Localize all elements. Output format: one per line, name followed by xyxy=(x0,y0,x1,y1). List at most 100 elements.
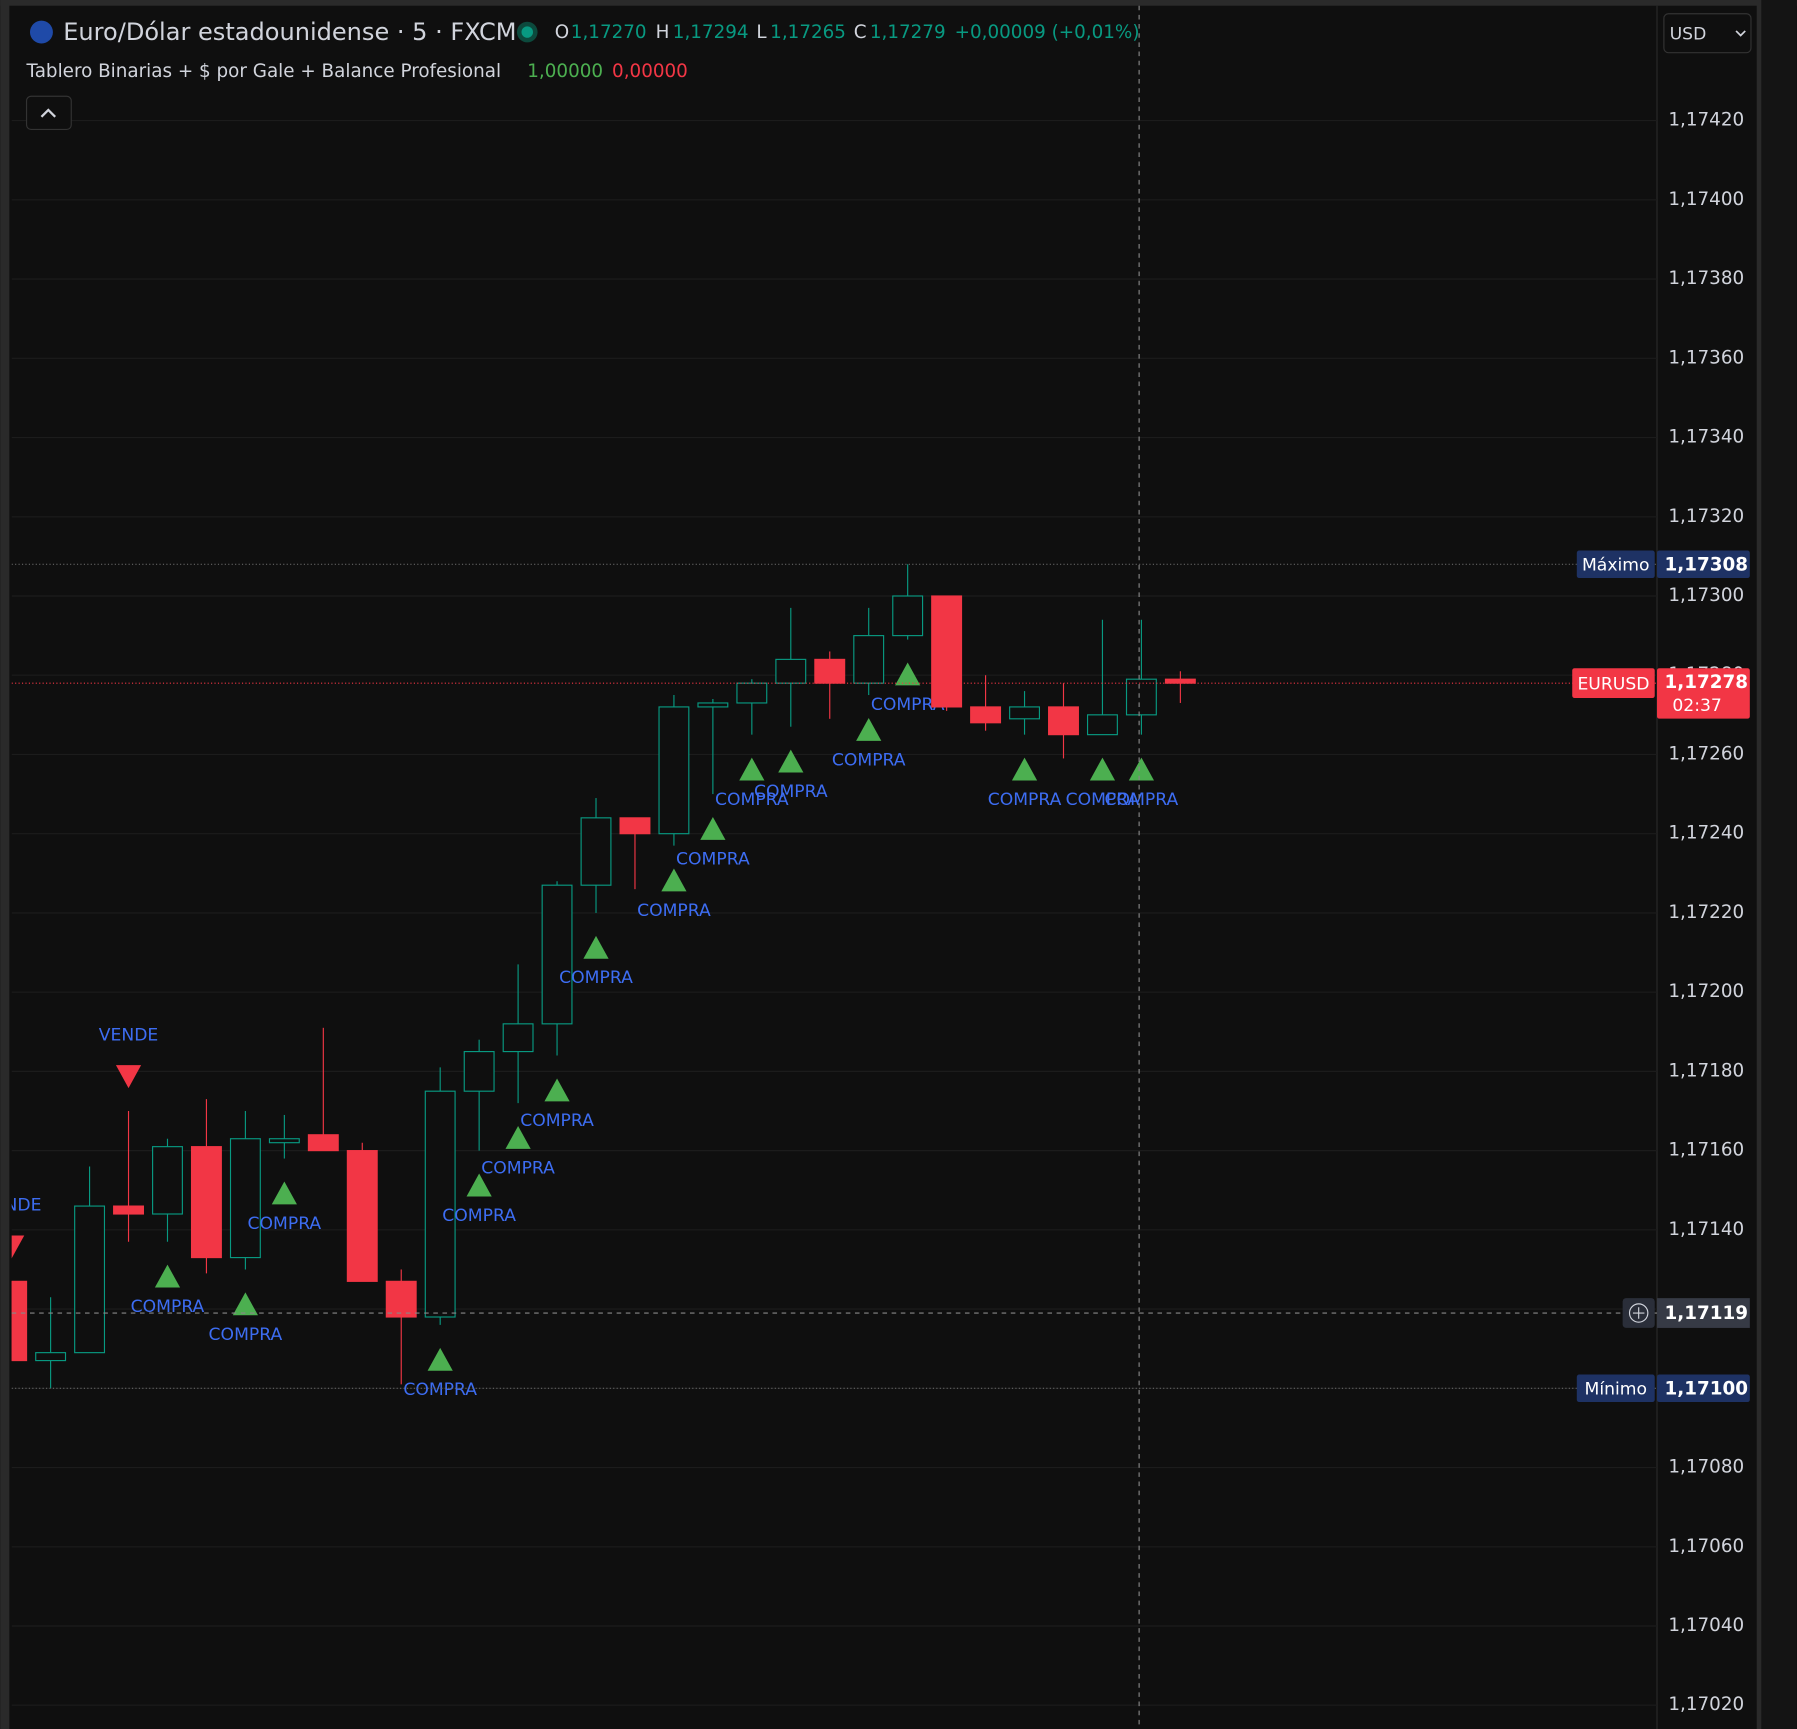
crosshair-value-tag xyxy=(1657,1298,1750,1328)
collapse-icon xyxy=(40,108,57,118)
signal-label: COMPRA xyxy=(1066,790,1140,810)
buy-signal xyxy=(583,935,609,959)
candle-body xyxy=(307,1134,339,1152)
chart-title: Euro/Dólar estadounidense · 5 · FXCM xyxy=(63,18,516,46)
buy-signal xyxy=(1128,757,1155,781)
buy-signal xyxy=(154,1264,181,1288)
indicator-name: Tablero Binarias + $ por Gale + Balance … xyxy=(26,61,502,82)
buy-signal xyxy=(1089,757,1116,781)
signal-label: COMPRA xyxy=(754,782,828,802)
signal-label: COMPRA xyxy=(403,1380,477,1400)
ohlc-letter: L xyxy=(756,22,767,43)
indicator-value: 1,00000 xyxy=(527,61,603,82)
signal-label: COMPRA xyxy=(988,790,1062,810)
candle-body xyxy=(697,702,729,708)
buy-signal xyxy=(895,662,921,686)
y-tick-label: 1,17260 xyxy=(1668,743,1744,764)
ohlc-value: 1,17270 xyxy=(571,22,647,43)
level-value: 1,17308 xyxy=(1665,554,1748,575)
level-value-tag xyxy=(1657,1374,1750,1403)
buy-signal xyxy=(1011,757,1038,781)
y-tick-label: 1,17040 xyxy=(1668,1615,1744,1636)
signal-label: VENDE xyxy=(0,1196,41,1216)
candle-body xyxy=(424,1090,456,1318)
ohlc-value: 1,17265 xyxy=(770,22,846,43)
signal-label: COMPRA xyxy=(209,1325,283,1345)
signal-label: COMPRA xyxy=(131,1297,205,1317)
signal-label: VENDE xyxy=(99,1025,159,1045)
crosshair-add-icon xyxy=(1632,1307,1645,1319)
currency-label: USD xyxy=(1670,24,1707,44)
ohlc-value: 1,17294 xyxy=(673,22,749,43)
level-value-tag xyxy=(1657,550,1750,579)
y-tick-label: 1,17380 xyxy=(1668,268,1744,289)
signal-label: COMPRA xyxy=(676,849,750,869)
level-name: Mínimo xyxy=(1585,1379,1647,1399)
candle-body xyxy=(190,1146,222,1259)
candle-body xyxy=(11,1280,28,1362)
candle-body xyxy=(1048,706,1079,736)
buy-signal xyxy=(544,1078,570,1102)
y-tick-label: 1,17160 xyxy=(1668,1140,1744,1161)
candle-body xyxy=(619,817,651,835)
candle-body xyxy=(892,595,924,637)
market-status-dot xyxy=(521,26,533,38)
y-tick-label: 1,17080 xyxy=(1668,1457,1744,1478)
y-tick-label: 1,17420 xyxy=(1668,110,1744,131)
signal-label: COMPRA xyxy=(248,1214,322,1234)
candle-body xyxy=(736,682,768,704)
candle-body xyxy=(1086,714,1118,736)
right-toolbar[interactable] xyxy=(1758,0,1797,1729)
y-tick-label: 1,17200 xyxy=(1668,981,1744,1002)
candle-body xyxy=(775,658,807,684)
buy-signal xyxy=(856,717,882,741)
ohlc-letter: O xyxy=(555,22,569,43)
sell-signal xyxy=(115,1065,142,1089)
symbol-tag xyxy=(1572,668,1655,699)
candle-body xyxy=(385,1280,417,1318)
currency-select[interactable] xyxy=(1663,13,1752,54)
candle-body xyxy=(502,1023,534,1053)
sell-signal xyxy=(11,1235,25,1259)
y-tick-label: 1,17140 xyxy=(1668,1219,1744,1240)
signal-label: COMPRA xyxy=(442,1206,516,1226)
y-tick-label: 1,17300 xyxy=(1668,585,1744,606)
signal-label: COMPRA xyxy=(832,750,906,770)
last-price-tag xyxy=(1657,668,1750,719)
y-tick-label: 1,17240 xyxy=(1668,823,1744,844)
crosshair-add-icon xyxy=(1628,1303,1649,1323)
y-tick-label: 1,17060 xyxy=(1668,1536,1744,1557)
candle-body xyxy=(580,817,612,886)
last-price-value: 1,17278 xyxy=(1665,672,1748,693)
collapse-button[interactable] xyxy=(25,95,72,131)
candle-body xyxy=(35,1352,67,1362)
candle-body xyxy=(152,1146,183,1215)
buy-signal xyxy=(271,1181,297,1205)
buy-signal xyxy=(739,757,765,781)
indicator-value: 0,00000 xyxy=(612,61,688,82)
signal-label: COMPRA xyxy=(871,695,945,715)
candle-body xyxy=(463,1051,495,1092)
buy-signal xyxy=(466,1173,492,1197)
buy-signal xyxy=(427,1347,453,1371)
price-change: +0,00009 (+0,01%) xyxy=(955,22,1140,43)
y-tick-label: 1,17360 xyxy=(1668,347,1744,368)
crosshair-value: 1,17119 xyxy=(1665,1303,1748,1324)
symbol-flag xyxy=(29,20,53,44)
candle-body xyxy=(658,706,690,835)
signal-label: COMPRA xyxy=(637,901,711,921)
candle-body xyxy=(970,706,1002,724)
ohlc-letter: C xyxy=(854,22,867,43)
candle-body xyxy=(1164,678,1196,684)
y-tick-label: 1,17180 xyxy=(1668,1060,1744,1081)
signal-label: COMPRA xyxy=(715,790,789,810)
y-tick-label: 1,17320 xyxy=(1668,506,1744,527)
buy-signal xyxy=(232,1292,259,1316)
symbol-name: EURUSD xyxy=(1577,674,1649,694)
candle-body xyxy=(931,595,963,708)
ohlc-letter: H xyxy=(656,22,670,43)
buy-signal xyxy=(505,1125,531,1149)
candle-body xyxy=(814,658,846,684)
